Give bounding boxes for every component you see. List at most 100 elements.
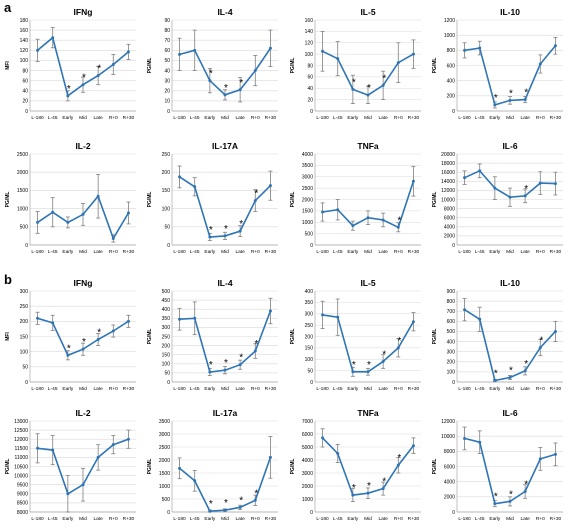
y-tick-label: 200 — [20, 319, 29, 325]
x-tick-label: L-180 — [458, 516, 471, 522]
data-point — [478, 440, 482, 444]
y-tick-label: 12000 — [14, 437, 28, 443]
y-tick-label: 0 — [452, 109, 455, 115]
panel-label-a: a — [4, 0, 12, 15]
data-point — [411, 320, 415, 324]
y-tick-label: 2500 — [159, 445, 170, 451]
data-point — [553, 182, 557, 186]
y-tick-label: 0 — [25, 380, 28, 386]
x-tick-label: Early — [489, 516, 501, 522]
x-tick-label: Mid — [364, 115, 372, 121]
x-tick-label: L-45 — [475, 516, 485, 522]
data-point — [96, 338, 100, 342]
x-tick-label: L-45 — [190, 516, 200, 522]
data-point — [553, 329, 557, 333]
data-point — [193, 185, 197, 189]
y-tick-label: 13000 — [14, 419, 28, 425]
data-point — [321, 313, 325, 317]
significance-star: * — [209, 360, 213, 371]
y-tick-label: 200 — [162, 170, 171, 176]
significance-star: * — [494, 93, 498, 104]
data-point — [508, 375, 512, 379]
y-tick-label: 800 — [447, 48, 456, 54]
x-tick-label: Mid — [79, 516, 87, 522]
data-point — [36, 48, 40, 52]
x-tick-label: Early — [489, 115, 501, 121]
y-tick-label: 20000 — [441, 152, 455, 158]
y-tick-label: 8000 — [444, 449, 455, 455]
data-point — [411, 444, 415, 448]
x-tick-label: L-45 — [190, 249, 200, 255]
data-point — [268, 455, 272, 459]
y-axis-label: MFI — [5, 332, 11, 341]
data-point — [208, 235, 212, 239]
y-tick-label: 350 — [162, 316, 171, 322]
data-point — [321, 210, 325, 214]
x-tick-label: R+30 — [408, 386, 420, 392]
y-tick-label: 16000 — [441, 170, 455, 176]
y-tick-label: 1500 — [159, 471, 170, 477]
significance-star: * — [397, 215, 401, 226]
data-point — [178, 175, 182, 179]
x-tick-label: Early — [347, 386, 359, 392]
x-tick-label: R+30 — [123, 516, 135, 522]
x-tick-label: Mid — [221, 249, 229, 255]
data-point — [208, 79, 212, 83]
y-tick-label: 400 — [305, 289, 314, 295]
significance-star: * — [224, 83, 228, 94]
data-point — [493, 502, 497, 506]
significance-star: * — [397, 336, 401, 347]
x-tick-label: Early — [62, 249, 74, 255]
data-point — [238, 363, 242, 367]
y-tick-label: 100 — [20, 58, 29, 64]
y-tick-label: 900 — [447, 289, 456, 295]
x-tick-label: Late — [235, 386, 245, 392]
significance-star: * — [494, 492, 498, 503]
x-tick-label: Early — [204, 115, 216, 121]
significance-star: * — [82, 73, 86, 84]
y-tick-label: 0 — [167, 380, 170, 386]
x-tick-label: Late — [235, 516, 245, 522]
significance-star: * — [539, 336, 543, 347]
y-tick-label: 160 — [305, 18, 314, 24]
x-tick-label: Mid — [506, 516, 514, 522]
data-point — [553, 44, 557, 48]
y-tick-label: 0 — [310, 109, 313, 115]
significance-star: * — [209, 499, 213, 510]
data-point — [36, 446, 40, 450]
data-point — [508, 499, 512, 503]
data-point — [268, 309, 272, 313]
data-point — [396, 463, 400, 467]
data-point — [208, 370, 212, 374]
x-tick-label: L-180 — [31, 516, 44, 522]
significance-star: * — [352, 360, 356, 371]
x-tick-label: Late — [520, 115, 530, 121]
y-tick-label: 4000 — [444, 479, 455, 485]
y-tick-label: 200 — [162, 343, 171, 349]
y-tick-label: 2500 — [17, 152, 28, 158]
y-tick-label: 50 — [164, 58, 170, 64]
data-point — [523, 490, 527, 494]
y-tick-label: 40 — [307, 86, 313, 92]
x-tick-label: L-45 — [190, 115, 200, 121]
data-point — [81, 347, 85, 351]
x-tick-label: Early — [62, 516, 74, 522]
y-tick-label: 20 — [164, 89, 170, 95]
y-tick-label: 8000 — [444, 206, 455, 212]
y-tick-label: 1200 — [444, 18, 455, 24]
data-point — [268, 184, 272, 188]
chart-title: IL-5 — [360, 7, 375, 17]
x-tick-label: R+0 — [109, 249, 118, 255]
chart-title: IL-4 — [217, 278, 232, 288]
x-tick-label: Late — [378, 516, 388, 522]
data-point — [321, 49, 325, 53]
x-tick-label: R+30 — [123, 386, 135, 392]
x-tick-label: Late — [520, 516, 530, 522]
y-tick-label: 60 — [22, 78, 28, 84]
data-point — [178, 466, 182, 470]
y-tick-label: 1000 — [159, 484, 170, 490]
y-axis-label: PG/ML — [432, 459, 438, 475]
x-tick-label: R+30 — [265, 516, 277, 522]
x-tick-label: Mid — [364, 516, 372, 522]
x-tick-label: Early — [489, 249, 501, 255]
